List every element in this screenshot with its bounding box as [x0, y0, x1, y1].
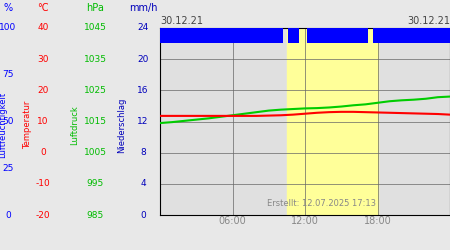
Text: Temperatur: Temperatur: [23, 101, 32, 149]
Text: 30.12.21: 30.12.21: [407, 16, 450, 26]
Text: 40: 40: [37, 24, 49, 32]
Text: 25: 25: [2, 164, 13, 173]
Text: 1045: 1045: [84, 24, 107, 32]
Text: 16: 16: [137, 86, 149, 95]
Text: 30.12.21: 30.12.21: [160, 16, 203, 26]
Text: Erstellt: 12.07.2025 17:13: Erstellt: 12.07.2025 17:13: [267, 198, 376, 207]
Text: mm/h: mm/h: [129, 3, 157, 13]
Text: -10: -10: [36, 179, 50, 188]
Text: 1015: 1015: [84, 117, 107, 126]
Text: 20: 20: [137, 55, 148, 64]
Bar: [307, 28, 368, 43]
Text: 0: 0: [40, 148, 46, 157]
Text: 24: 24: [137, 24, 148, 32]
Text: 1025: 1025: [84, 86, 107, 95]
Text: 8: 8: [140, 148, 146, 157]
Bar: [160, 28, 283, 43]
Text: 12: 12: [137, 117, 148, 126]
Text: 20: 20: [37, 86, 49, 95]
Text: 1005: 1005: [84, 148, 107, 157]
Text: hPa: hPa: [86, 3, 104, 13]
Text: 75: 75: [2, 70, 14, 79]
Text: 995: 995: [86, 179, 104, 188]
Text: 30: 30: [37, 55, 49, 64]
Text: -20: -20: [36, 210, 50, 220]
Bar: [373, 28, 450, 43]
Bar: [287, 28, 378, 215]
Text: 100: 100: [0, 24, 17, 32]
Text: 10: 10: [37, 117, 49, 126]
Text: 0: 0: [140, 210, 146, 220]
Text: 50: 50: [2, 117, 14, 126]
Text: 1035: 1035: [84, 55, 107, 64]
Text: Luftdruck: Luftdruck: [71, 105, 80, 145]
Text: Niederschlag: Niederschlag: [117, 97, 126, 153]
Text: Luftfeuchtigkeit: Luftfeuchtigkeit: [0, 92, 8, 158]
Bar: [288, 28, 299, 43]
Text: 0: 0: [5, 210, 11, 220]
Text: %: %: [4, 3, 13, 13]
Text: 4: 4: [140, 179, 146, 188]
Text: °C: °C: [37, 3, 49, 13]
Text: 985: 985: [86, 210, 104, 220]
